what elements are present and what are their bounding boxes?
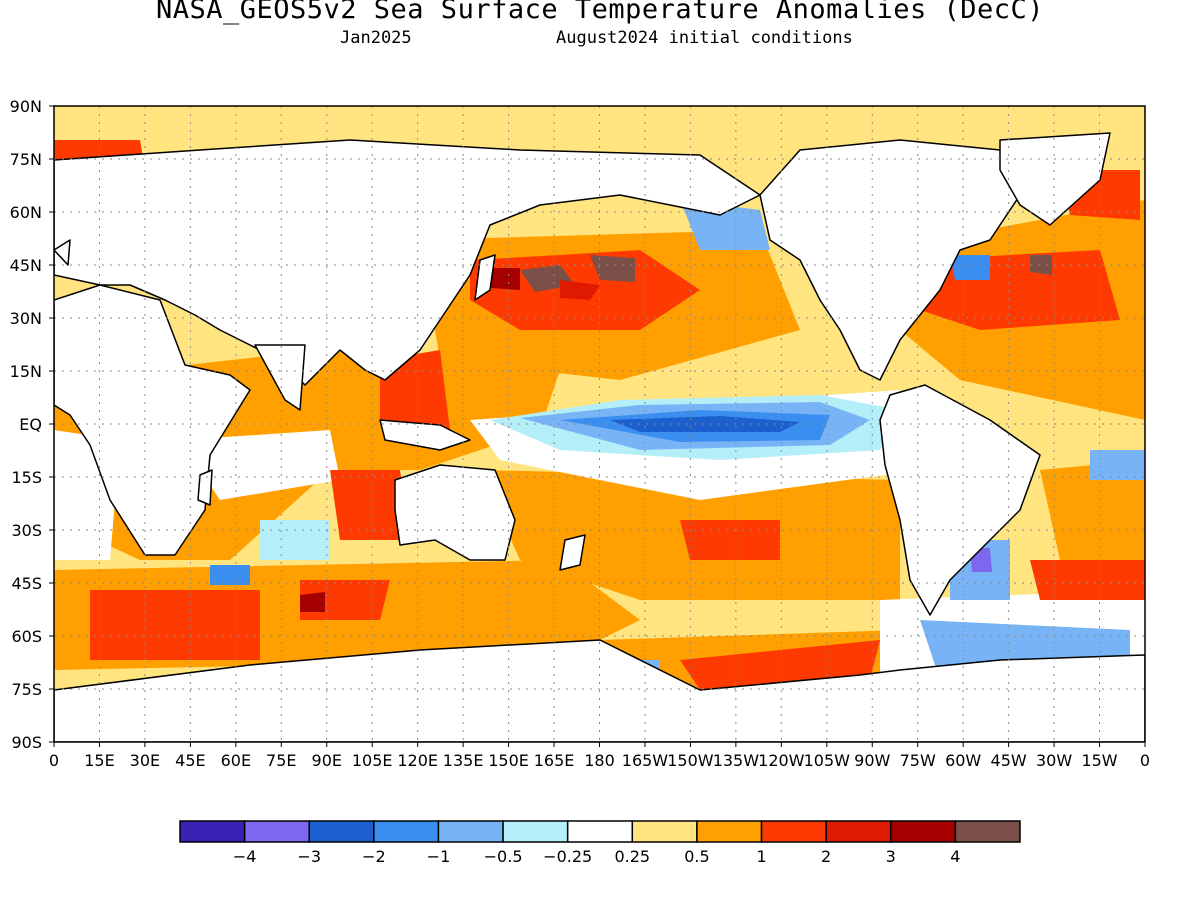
map-title: NASA_GEOS5v2 Sea Surface Temperature Ano… bbox=[155, 0, 1045, 25]
colorbar-swatch bbox=[696, 820, 763, 843]
lon-tick-label: 135W bbox=[713, 751, 760, 770]
india bbox=[254, 344, 306, 411]
colorbar-swatch bbox=[437, 820, 504, 843]
lon-tick-label: 135E bbox=[443, 751, 484, 770]
colorbar-swatch bbox=[954, 820, 1021, 843]
lon-tick-label: 0 bbox=[49, 751, 59, 770]
colorbar-label: −0.25 bbox=[543, 847, 592, 866]
colorbar-swatch bbox=[890, 820, 957, 843]
colorbar-label: 3 bbox=[886, 847, 896, 866]
lon-tick-label: 75W bbox=[900, 751, 936, 770]
lon-tick-label: 105E bbox=[352, 751, 393, 770]
colorbar-swatch bbox=[825, 820, 892, 843]
colorbar-label: −0.5 bbox=[484, 847, 523, 866]
colorbar-label: 1 bbox=[756, 847, 766, 866]
lon-tick-label: 120E bbox=[397, 751, 438, 770]
lat-tick-label: EQ bbox=[19, 415, 42, 434]
colorbar-swatch bbox=[631, 820, 698, 843]
lon-tick-label: 150E bbox=[488, 751, 529, 770]
uk bbox=[54, 239, 71, 266]
colorbar-swatch bbox=[179, 820, 246, 843]
new-zealand bbox=[559, 534, 586, 571]
lon-tick-label: 90E bbox=[312, 751, 342, 770]
lat-tick-label: 15S bbox=[11, 468, 42, 487]
lon-tick-label: 45W bbox=[991, 751, 1027, 770]
north-america bbox=[759, 139, 1031, 381]
australia bbox=[394, 464, 516, 561]
map-area bbox=[54, 106, 1145, 742]
initial-conditions: August2024 initial conditions bbox=[556, 28, 853, 48]
lon-tick-label: 150W bbox=[667, 751, 714, 770]
lat-tick-label: 90N bbox=[10, 97, 42, 116]
colorbar-swatch bbox=[760, 820, 827, 843]
lat-tick-label: 60N bbox=[10, 203, 42, 222]
land bbox=[54, 132, 1145, 742]
colorbar: −4 −3 −2 −1 −0.5 −0.25 0.25 0.5 1 2 3 4 bbox=[179, 820, 1021, 866]
colorbar-label: −2 bbox=[362, 847, 386, 866]
colorbar-label: 0.25 bbox=[614, 847, 650, 866]
lon-tick-label: 45E bbox=[175, 751, 205, 770]
lon-tick-label: 180 bbox=[584, 751, 615, 770]
lon-tick-label: 90W bbox=[854, 751, 890, 770]
latitude-axis: 90N 75N 60N 45N 30N 15N EQ 15S 30S 45S 60S 75S 90S bbox=[10, 97, 54, 752]
colorbar-swatch bbox=[502, 820, 569, 843]
lat-tick-label: 30S bbox=[11, 521, 42, 540]
colorbar-label: 4 bbox=[950, 847, 960, 866]
colorbar-swatch bbox=[243, 820, 310, 843]
eurasia bbox=[54, 139, 761, 386]
lon-tick-label: 30W bbox=[1036, 751, 1072, 770]
madagascar bbox=[197, 469, 213, 506]
lon-tick-label: 120W bbox=[758, 751, 805, 770]
colorbar-label: 2 bbox=[821, 847, 831, 866]
longitude-axis: 0 15E 30E 45E 60E 75E 90E 105E 120E 135E 150E 165E 1… bbox=[49, 742, 1150, 770]
lon-tick-label: 30E bbox=[130, 751, 160, 770]
lat-tick-label: 75N bbox=[10, 150, 42, 169]
lon-tick-label: 60E bbox=[221, 751, 251, 770]
lon-tick-label: 165W bbox=[622, 751, 669, 770]
japan bbox=[474, 254, 496, 301]
lat-tick-label: 60S bbox=[11, 627, 42, 646]
lat-tick-label: 30N bbox=[10, 309, 42, 328]
lat-tick-label: 45N bbox=[10, 256, 42, 275]
lat-tick-label: 15N bbox=[10, 362, 42, 381]
greenland bbox=[999, 132, 1111, 226]
colorbar-label: 0.5 bbox=[684, 847, 709, 866]
forecast-month: Jan2025 bbox=[340, 28, 412, 48]
lon-tick-label: 15E bbox=[84, 751, 114, 770]
colorbar-label: −1 bbox=[427, 847, 451, 866]
lon-tick-label: 15W bbox=[1081, 751, 1117, 770]
colorbar-swatch bbox=[373, 820, 440, 843]
graticule bbox=[54, 106, 1145, 742]
lon-tick-label: 60W bbox=[945, 751, 981, 770]
lon-tick-label: 105W bbox=[804, 751, 851, 770]
colorbar-swatch bbox=[566, 820, 634, 843]
lon-tick-label: 75E bbox=[266, 751, 296, 770]
colorbar-label: −4 bbox=[233, 847, 257, 866]
south-america bbox=[879, 384, 1041, 616]
lon-tick-label: 0 bbox=[1140, 751, 1150, 770]
lat-tick-label: 90S bbox=[11, 733, 42, 752]
lon-tick-label: 165E bbox=[534, 751, 575, 770]
lat-tick-label: 75S bbox=[11, 680, 42, 699]
colorbar-label: −3 bbox=[297, 847, 321, 866]
colorbar-swatch bbox=[308, 820, 375, 843]
lat-tick-label: 45S bbox=[11, 574, 42, 593]
